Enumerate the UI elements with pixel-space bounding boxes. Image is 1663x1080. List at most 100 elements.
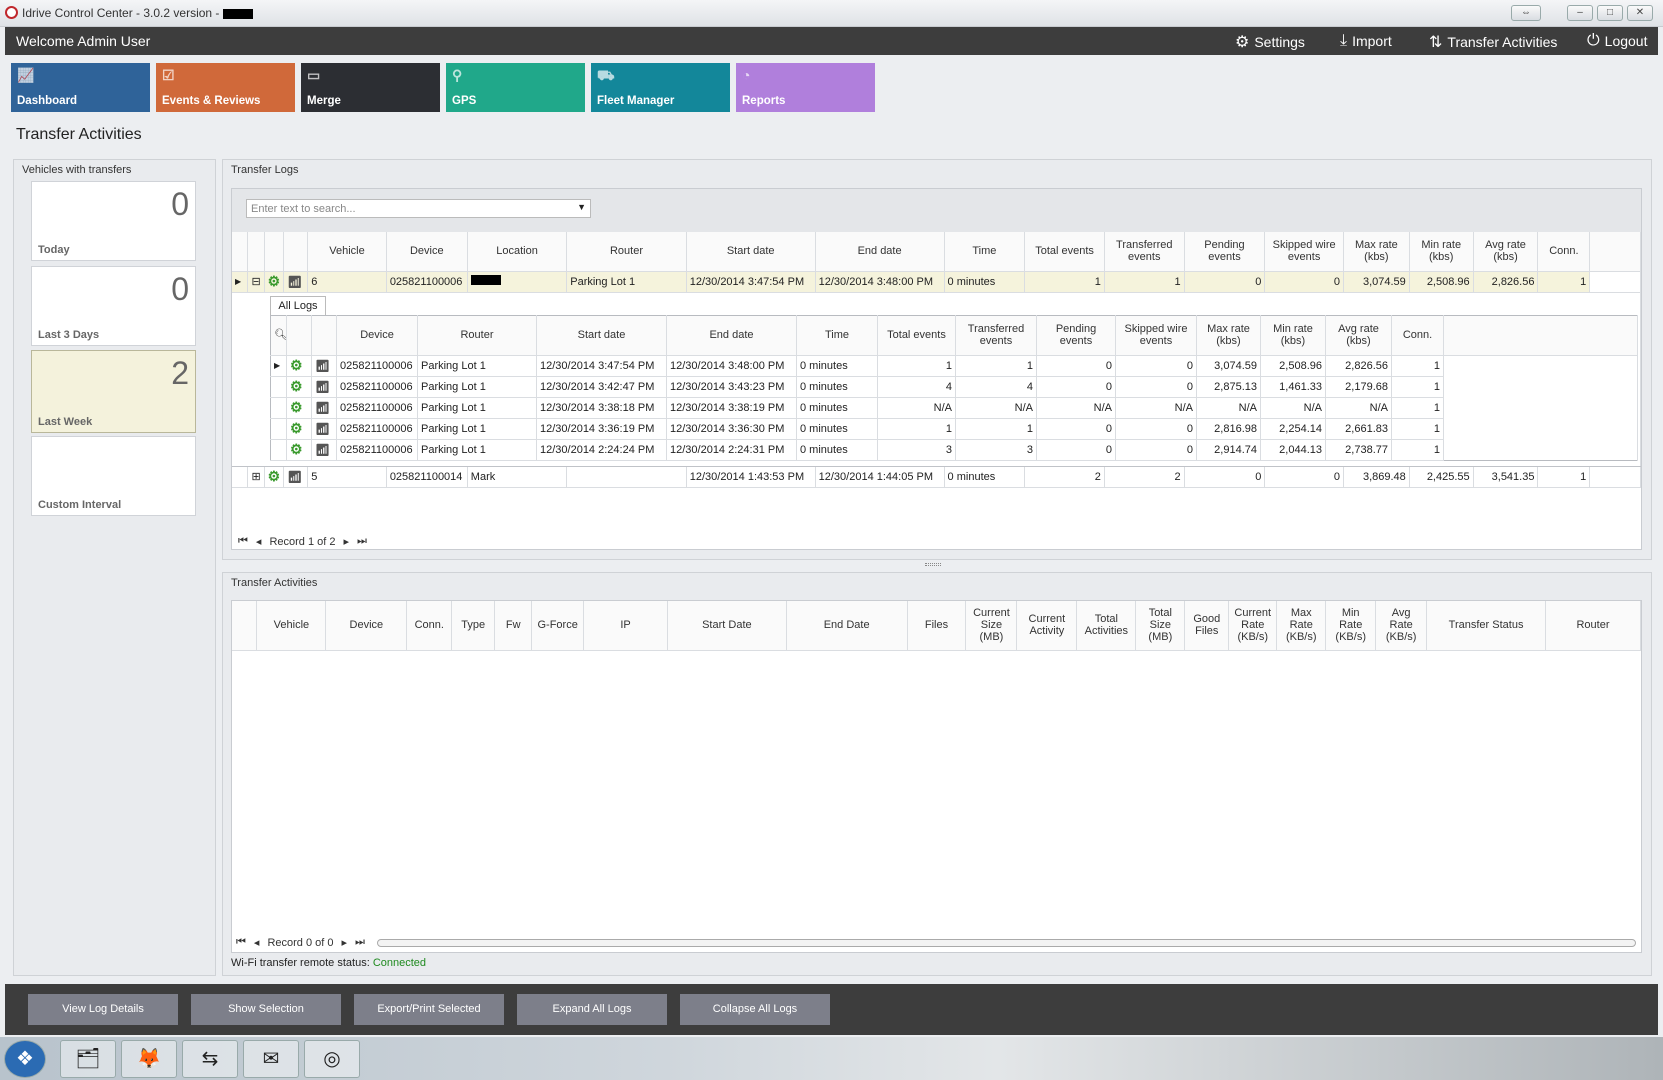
first-page-icon[interactable]: ⏮ (236, 936, 246, 948)
import-button[interactable]: ⤓ Import (1340, 32, 1392, 49)
column-header[interactable]: Fw (494, 601, 533, 651)
column-header[interactable]: Router (566, 232, 687, 272)
column-header[interactable]: Router (417, 315, 537, 356)
column-header[interactable]: IP (583, 601, 668, 651)
column-header[interactable]: Avg rate (kbs) (1473, 232, 1539, 272)
tile-reports[interactable]: ◔ Reports (736, 63, 875, 112)
column-header[interactable]: End date (666, 315, 797, 356)
column-header[interactable]: Min rate (kbs) (1260, 315, 1326, 356)
next-page-icon[interactable]: ▸ (343, 536, 350, 548)
column-header[interactable]: G-Force (531, 601, 585, 651)
column-header[interactable]: Total events (877, 315, 956, 356)
tile-events-reviews[interactable]: ☑ Events & Reviews (156, 63, 295, 112)
interval-card-last-week[interactable]: 2 Last Week (31, 350, 196, 433)
log-row[interactable]: ⊞ ⚙ 📶︎ 5 025821100014 Mark 12/30/2014 1:43:53 … (232, 466, 1641, 488)
restore-layout-button[interactable]: ⇔ (1511, 5, 1541, 21)
horizontal-scrollbar[interactable] (376, 938, 1636, 947)
collapse-icon[interactable]: ⊟ (247, 271, 265, 293)
column-header[interactable]: Total Size (MB) (1135, 601, 1186, 651)
idrive-app-icon[interactable]: ◎ (304, 1040, 360, 1078)
column-header[interactable]: Min rate (kbs) (1409, 232, 1474, 272)
column-header[interactable]: Start date (686, 232, 816, 272)
detail-row[interactable]: ⚙ 📶︎ 025821100006 Parking Lot 1 12/30/2014 2… (270, 439, 1638, 461)
column-header[interactable]: Pending events (1036, 315, 1116, 356)
column-header[interactable]: End Date (786, 601, 908, 651)
chevron-down-icon[interactable]: ▼ (577, 202, 586, 212)
search-icon[interactable]: 🔍︎ (270, 315, 287, 356)
tab-all-logs[interactable]: All Logs (270, 295, 326, 316)
column-header[interactable]: Current Activity (1016, 601, 1078, 651)
column-header[interactable]: Conn. (1537, 232, 1591, 272)
column-header[interactable]: Transferred events (1104, 232, 1185, 272)
column-header[interactable]: Device (336, 315, 418, 356)
minimize-button[interactable]: – (1567, 5, 1593, 21)
column-header[interactable]: Start date (536, 315, 667, 356)
view-log-details-button[interactable]: View Log Details (28, 994, 178, 1025)
column-header[interactable]: Skipped wire events (1264, 232, 1344, 272)
outlook-icon[interactable]: ✉ (243, 1040, 299, 1078)
last-page-icon[interactable]: ⏭ (357, 535, 367, 547)
column-header[interactable]: Transferred events (955, 315, 1037, 356)
column-header[interactable]: Type (451, 601, 496, 651)
detail-row[interactable]: ⚙ 📶︎ 025821100006 Parking Lot 1 12/30/2014 3… (270, 397, 1638, 419)
transfer-activities-button[interactable]: ⇅ Transfer Activities (1429, 34, 1558, 51)
column-header[interactable]: Device (325, 601, 408, 651)
column-header[interactable]: Time (796, 315, 878, 356)
column-header[interactable]: Max Rate (KB/s) (1276, 601, 1327, 651)
column-header[interactable]: Current Rate (KB/s) (1228, 601, 1278, 651)
maximize-button[interactable]: □ (1597, 5, 1623, 21)
column-header[interactable]: Pending events (1184, 232, 1266, 272)
close-button[interactable]: ✕ (1627, 5, 1653, 21)
column-header[interactable]: Avg rate (kbs) (1325, 315, 1392, 356)
windows-start-icon[interactable]: ❖ (4, 1040, 46, 1078)
file-explorer-icon[interactable]: 🗂 (60, 1040, 116, 1078)
column-header[interactable]: Vehicle (307, 232, 387, 272)
logout-button[interactable]: ⏻ Logout (1587, 32, 1648, 49)
detail-row[interactable]: ⚙ 📶︎ 025821100006 Parking Lot 1 12/30/2014 3… (270, 418, 1638, 440)
export-print-selected-button[interactable]: Export/Print Selected (354, 994, 504, 1025)
settings-button[interactable]: ⚙ Settings (1235, 34, 1305, 51)
column-header[interactable]: Total Activities (1076, 601, 1137, 651)
prev-page-icon[interactable]: ◂ (253, 937, 260, 949)
column-header[interactable]: Vehicle (256, 601, 327, 651)
column-header[interactable]: Files (907, 601, 967, 651)
tile-gps[interactable]: ⚲ GPS (446, 63, 585, 112)
prev-page-icon[interactable]: ◂ (255, 536, 262, 548)
column-header[interactable]: Device (386, 232, 468, 272)
expand-icon[interactable]: ⊞ (247, 466, 265, 488)
column-header[interactable]: Min Rate (KB/s) (1325, 601, 1377, 651)
log-row[interactable]: ▶ ⊟ ⚙ 📶︎ 6 025821100006 Parking Lot 1 12/30/201… (232, 271, 1641, 293)
column-header[interactable]: Conn. (1391, 315, 1444, 356)
interval-card-today[interactable]: 0 Today (31, 181, 196, 261)
column-header[interactable]: Skipped wire events (1115, 315, 1197, 356)
column-header[interactable]: Time (944, 232, 1026, 272)
column-header[interactable]: Start Date (667, 601, 787, 651)
column-header[interactable]: Transfer Status (1426, 601, 1546, 651)
column-header[interactable]: Total events (1024, 232, 1105, 272)
column-header[interactable]: End date (815, 232, 945, 272)
detail-row[interactable]: ▶ ⚙ 📶︎ 025821100006 Parking Lot 1 12/30/2014 … (270, 355, 1638, 377)
column-header[interactable]: Avg Rate (KB/s) (1375, 601, 1428, 651)
column-header[interactable]: Location (467, 232, 568, 272)
collapse-all-logs-button[interactable]: Collapse All Logs (680, 994, 830, 1025)
interval-card-custom-interval[interactable]: Custom Interval (31, 436, 196, 516)
column-header[interactable]: Current Size (MB) (965, 601, 1018, 651)
column-header[interactable]: Router (1545, 601, 1642, 651)
tile-merge[interactable]: ▭ Merge (301, 63, 440, 112)
splitter-handle[interactable] (925, 563, 941, 566)
firefox-icon[interactable]: 🦊 (121, 1040, 177, 1078)
search-input[interactable]: Enter text to search... ▼ (246, 199, 591, 218)
column-header[interactable]: Max rate (kbs) (1196, 315, 1261, 356)
first-page-icon[interactable]: ⏮ (238, 535, 248, 547)
tile-fleet-manager[interactable]: ⛟ Fleet Manager (591, 63, 730, 112)
detail-row[interactable]: ⚙ 📶︎ 025821100006 Parking Lot 1 12/30/2014 3… (270, 376, 1638, 398)
last-page-icon[interactable]: ⏭ (355, 936, 365, 948)
next-page-icon[interactable]: ▸ (341, 937, 348, 949)
interval-card-last-3-days[interactable]: 0 Last 3 Days (31, 266, 196, 346)
teamviewer-icon[interactable]: ⇆ (182, 1040, 238, 1078)
column-header[interactable]: Max rate (kbs) (1343, 232, 1410, 272)
column-header[interactable]: Good Files (1184, 601, 1230, 651)
show-selection-button[interactable]: Show Selection (191, 994, 341, 1025)
column-header[interactable]: Conn. (406, 601, 453, 651)
expand-all-logs-button[interactable]: Expand All Logs (517, 994, 667, 1025)
